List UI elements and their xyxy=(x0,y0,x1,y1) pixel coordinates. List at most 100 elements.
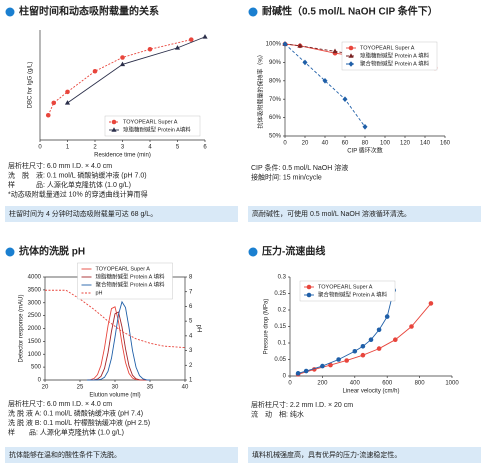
info-line: 层析柱尺寸: 6.0 mm I.D. × 4.0 cm xyxy=(8,399,112,408)
legend-marker xyxy=(111,119,117,125)
y-tick-label: 90% xyxy=(269,60,282,66)
y-tick-label: 1500 xyxy=(28,339,42,345)
info-line: 样 品: 人源化单克隆抗体 (1.0 g/L) xyxy=(8,180,131,189)
legend-marker xyxy=(348,61,354,67)
series-line xyxy=(87,300,151,381)
chart-title: 压力-流速曲线 xyxy=(262,245,325,258)
chart-title: 抗体的洗脱 pH xyxy=(19,245,85,258)
marker xyxy=(65,89,70,95)
legend-label: 琼脂糖耐碱型 Protein A填料 xyxy=(123,125,191,133)
info-line: 洗 脱 液: 0.1 mol/L 磷酸钠缓冲液 (pH 7.0) xyxy=(8,170,147,179)
title-dot xyxy=(5,247,15,257)
chart-title: 耐碱性（0.5 mol/L NaOH CIP 条件下） xyxy=(262,5,438,18)
y-tick-label: 0 xyxy=(283,374,287,380)
x-tick-label: 5 xyxy=(176,145,180,151)
series-line xyxy=(297,303,432,375)
info-line: *动态吸附载量通过 10% 的穿透曲线计算而得 xyxy=(8,189,148,198)
y2-tick-label: 3 xyxy=(189,348,193,354)
legend-label: 琼脂糖耐碱型 Protein A 填料 xyxy=(96,272,166,280)
legend-marker xyxy=(306,284,312,290)
x-tick-label: 80 xyxy=(362,141,369,147)
y-tick-label: 1000 xyxy=(28,352,42,358)
y-tick-label: 60% xyxy=(269,115,282,121)
y-tick-label: 2000 xyxy=(28,326,42,332)
title-dot xyxy=(248,7,258,17)
series-line xyxy=(284,43,381,60)
legend-marker xyxy=(111,127,117,132)
x-tick-label: 20 xyxy=(42,385,49,391)
y-tick-label: 2500 xyxy=(28,313,42,319)
note-text: 柱留时间为 4 分钟时动态吸附载量可达 68 g/L。 xyxy=(9,209,157,218)
x-tick-label: 40 xyxy=(322,141,329,147)
x-tick-label: 600 xyxy=(382,381,393,387)
note-box xyxy=(248,447,481,463)
y-tick-label: 80% xyxy=(269,78,282,84)
info-line: 洗 脱 液 A: 0.1 mol/L 磷酸钠缓冲液 (pH 7.4) xyxy=(8,408,143,417)
legend-label: 琼脂糖耐碱型 Protein A 填料 xyxy=(360,51,430,59)
legend-marker xyxy=(348,45,354,51)
marker xyxy=(147,46,153,52)
note-text: 填料机械强度高，具有优异的压力-流速稳定性。 xyxy=(252,450,401,459)
info-line: 接触时间: 15 min/cycle xyxy=(251,172,322,181)
y-axis-label: 抗体吸附载量的保持率（%） xyxy=(257,51,265,128)
y-axis-label: DBC for IgG (g/L) xyxy=(28,62,34,109)
marker xyxy=(328,362,333,368)
note-text: 抗体能够在温和的酸性条件下洗脱。 xyxy=(9,450,121,459)
y-tick-label: 0.25 xyxy=(274,291,286,297)
legend-box xyxy=(77,262,173,300)
x-tick-label: 400 xyxy=(350,381,361,387)
series-line xyxy=(86,306,150,381)
marker xyxy=(376,327,382,333)
marker xyxy=(342,96,348,102)
marker xyxy=(428,301,434,306)
y-tick-label: 3000 xyxy=(28,300,42,306)
legend-label: 聚合物耐碱型 Protein A 填料 xyxy=(360,59,430,67)
chart-title: 柱留时间和动态吸附载量的关系 xyxy=(19,5,159,18)
legend-box xyxy=(104,115,201,137)
x-tick-label: 1000 xyxy=(445,381,459,387)
y2-tick-label: 5 xyxy=(189,319,193,325)
x-tick-label: 200 xyxy=(317,381,328,387)
x-tick-label: 100 xyxy=(380,141,391,147)
info-line: 样 品: 人源化单克隆抗体 (1.0 g/L) xyxy=(8,427,124,436)
marker xyxy=(320,363,325,369)
x-axis-label: Residence time (min) xyxy=(94,153,151,159)
info-line: 层析柱尺寸: 2.2 mm I.D. × 20 cm xyxy=(251,400,353,409)
y-tick-label: 0.2 xyxy=(278,308,287,314)
info-line: 层析柱尺寸: 6.0 mm I.D. × 4.0 cm xyxy=(8,161,112,170)
y-tick-label: 100% xyxy=(266,42,282,48)
y2-tick-label: 7 xyxy=(189,289,193,295)
y-tick-label: 500 xyxy=(31,365,42,371)
note-box xyxy=(5,447,238,463)
legend-label: 聚合物耐碱型 Protein A 填料 xyxy=(96,280,166,288)
marker xyxy=(368,337,374,343)
legend-label: TOYOPEARL Super A xyxy=(318,284,373,290)
marker xyxy=(344,358,350,363)
x-tick-label: 160 xyxy=(440,141,451,147)
series-line xyxy=(45,289,186,349)
x-tick-label: 3 xyxy=(121,145,125,151)
marker xyxy=(297,43,303,48)
x-tick-label: 1 xyxy=(66,145,70,151)
y-tick-label: 50% xyxy=(269,134,282,140)
note-box xyxy=(5,206,238,222)
y-tick-label: 0.3 xyxy=(278,275,287,281)
marker xyxy=(322,78,328,84)
y-tick-label: 0 xyxy=(38,378,42,384)
marker xyxy=(352,348,358,354)
marker xyxy=(202,34,208,39)
note-text: 高耐碱性，可使用 0.5 mol/L NaOH 溶液循环清洗。 xyxy=(252,209,411,218)
x-tick-label: 60 xyxy=(342,141,349,147)
marker xyxy=(303,368,309,374)
title-dot xyxy=(248,247,258,257)
x-tick-label: 25 xyxy=(77,385,84,391)
info-line: 流 动 相: 纯水 xyxy=(251,409,304,418)
y-axis-label: Detector response (mAU) xyxy=(19,294,25,362)
legend-label: TOYOPEARL Super A xyxy=(123,119,178,125)
marker xyxy=(336,357,341,362)
legend-label: TOYOPEARL Super A xyxy=(96,266,151,272)
y-axis-label: Pressure drop (MPa) xyxy=(264,299,270,355)
x-tick-label: 35 xyxy=(147,385,154,391)
series-line xyxy=(284,43,366,128)
